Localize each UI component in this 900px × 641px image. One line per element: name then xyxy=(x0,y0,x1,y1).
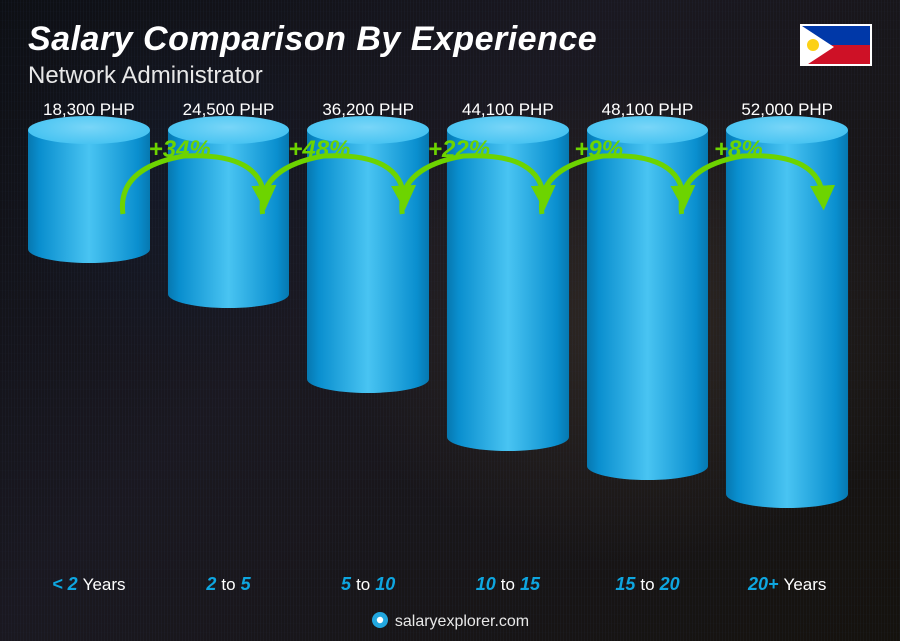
bar xyxy=(726,130,848,508)
flag-triangle xyxy=(802,26,834,66)
flag-philippines xyxy=(800,24,872,66)
bar-body xyxy=(168,130,290,308)
bar-body xyxy=(447,130,569,451)
x-axis-tick: 10 to 15 xyxy=(447,574,569,595)
x-axis-tick: 5 to 10 xyxy=(307,574,429,595)
x-axis-tick: < 2 Years xyxy=(28,574,150,595)
page-subtitle: Network Administrator xyxy=(28,62,263,90)
bar-top-ellipse xyxy=(307,116,429,144)
bar-body xyxy=(587,130,709,480)
bar xyxy=(447,130,569,451)
bar-top-ellipse xyxy=(726,116,848,144)
bar xyxy=(168,130,290,308)
bar-slot: 52,000 PHP xyxy=(726,100,848,561)
bar-top-ellipse xyxy=(168,116,290,144)
bar-top-ellipse xyxy=(447,116,569,144)
logo-icon xyxy=(371,611,389,629)
page-title: Salary Comparison By Experience xyxy=(28,20,597,59)
x-axis-tick: 15 to 20 xyxy=(587,574,709,595)
bar-body xyxy=(726,130,848,508)
x-axis: < 2 Years 2 to 5 5 to 10 10 to 15 15 to 20 20… xyxy=(28,574,848,595)
infographic-container: Salary Comparison By Experience Network … xyxy=(0,0,900,641)
footer-text: salaryexplorer.com xyxy=(395,613,529,630)
bar-body xyxy=(307,130,429,393)
x-axis-tick: 2 to 5 xyxy=(168,574,290,595)
x-axis-tick: 20+ Years xyxy=(726,574,848,595)
bar-top-ellipse xyxy=(28,116,150,144)
bar-chart: 18,300 PHP24,500 PHP36,200 PHP44,100 PHP… xyxy=(28,100,848,561)
bar-slot: 44,100 PHP xyxy=(447,100,569,561)
footer: salaryexplorer.com xyxy=(0,611,900,631)
bar-top-ellipse xyxy=(587,116,709,144)
bar xyxy=(307,130,429,393)
bar-slot: 18,300 PHP xyxy=(28,100,150,561)
bar-slot: 24,500 PHP xyxy=(168,100,290,561)
bar-slot: 48,100 PHP xyxy=(587,100,709,561)
flag-sun-icon xyxy=(808,40,818,50)
bar-body xyxy=(28,130,150,263)
bar-group: 18,300 PHP24,500 PHP36,200 PHP44,100 PHP… xyxy=(28,100,848,561)
bar xyxy=(28,130,150,263)
bar xyxy=(587,130,709,480)
bar-slot: 36,200 PHP xyxy=(307,100,429,561)
